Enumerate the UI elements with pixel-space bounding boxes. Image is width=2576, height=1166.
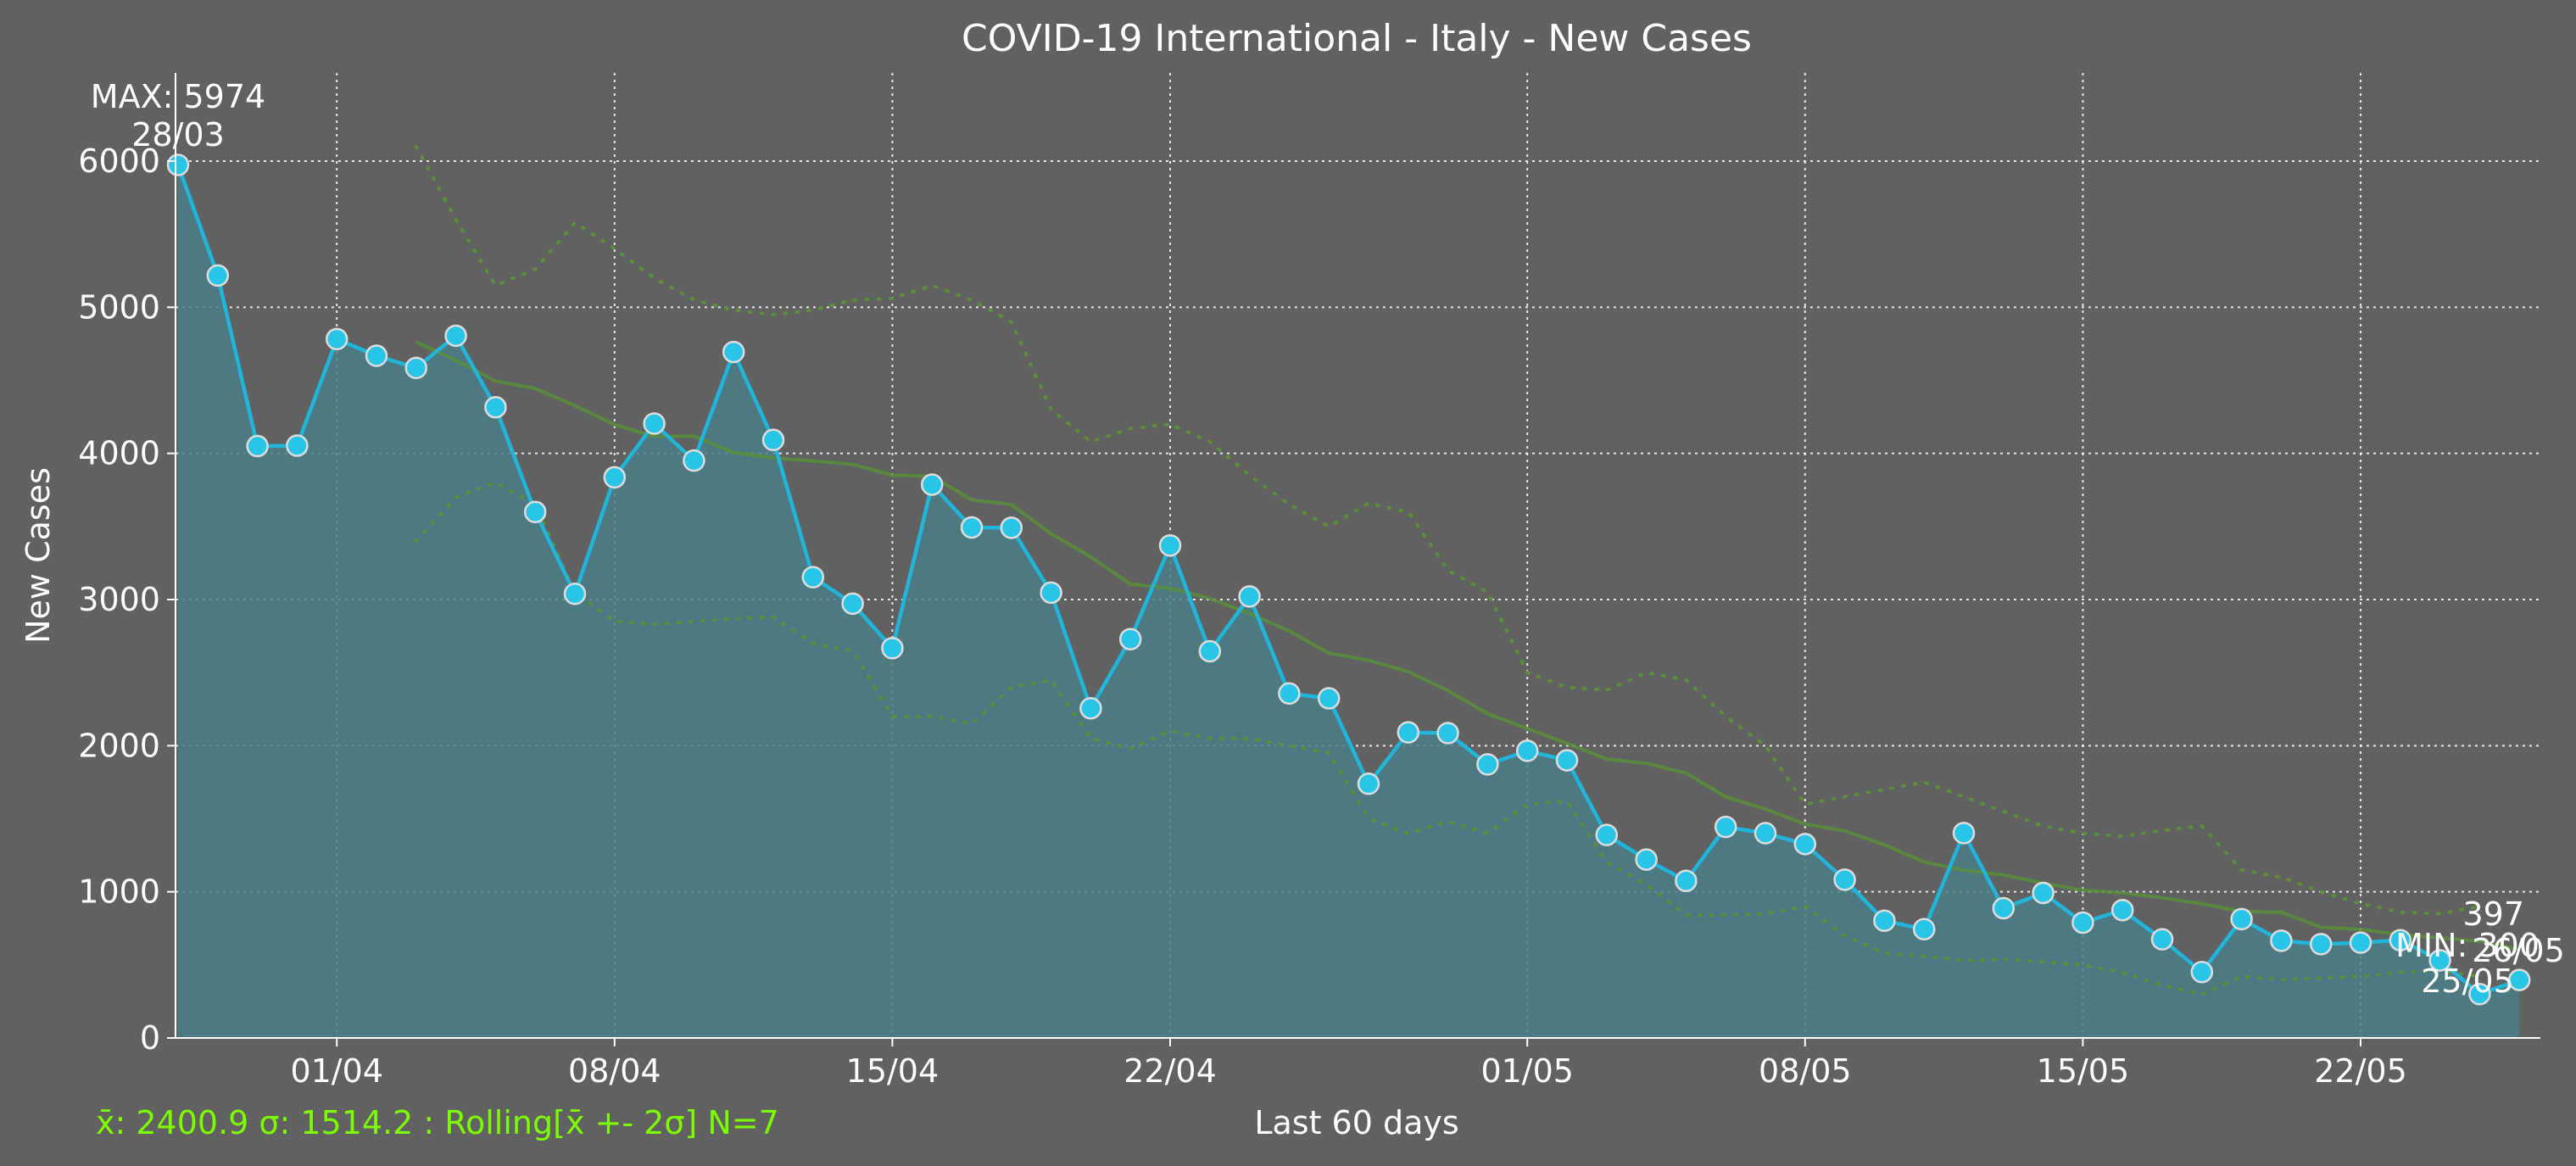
data-point <box>1992 896 2016 920</box>
y-axis-label: New Cases <box>20 467 57 644</box>
data-point <box>1317 687 1341 710</box>
data-point <box>2230 907 2253 931</box>
y-ticks: 0 1000 2000 3000 4000 5000 6000 <box>78 142 176 1057</box>
data-point <box>1079 696 1102 720</box>
data-point <box>2428 949 2451 972</box>
data-point <box>404 356 428 380</box>
x-tick-label: 08/05 <box>1759 1052 1852 1090</box>
data-point <box>1873 909 1896 933</box>
data-point <box>2309 933 2333 956</box>
data-point <box>841 592 864 616</box>
x-axis-label: Last 60 days <box>1254 1104 1458 1141</box>
x-ticks: 01/04 08/04 15/04 22/04 01/05 08/05 15/05 22/05 <box>290 1038 2407 1090</box>
data-point <box>603 466 627 489</box>
data-point <box>2349 931 2372 954</box>
data-points <box>166 153 2531 1006</box>
data-point <box>643 412 666 435</box>
data-point <box>1833 868 1856 891</box>
x-tick-label: 15/04 <box>846 1052 940 1090</box>
data-point <box>1635 848 1658 871</box>
data-point <box>1595 823 1619 846</box>
data-point <box>1476 753 1499 776</box>
data-point <box>166 153 190 176</box>
data-point <box>2389 929 2412 951</box>
data-point <box>1158 533 1182 557</box>
y-tick-label: 3000 <box>78 581 160 618</box>
data-point <box>523 500 547 524</box>
x-tick-label: 01/04 <box>290 1052 383 1090</box>
max-date-label: 28/03 <box>131 116 225 153</box>
data-point <box>1912 918 1936 941</box>
last-value-label: 397 <box>2462 895 2524 933</box>
axes <box>175 73 2540 1039</box>
max-label: MAX: 5974 <box>91 78 265 115</box>
data-point <box>1952 822 1976 845</box>
data-point <box>246 434 269 458</box>
x-tick-label: 01/05 <box>1480 1052 1574 1090</box>
data-point <box>2190 961 2214 984</box>
data-point <box>761 428 785 452</box>
data-point <box>2150 928 2174 951</box>
y-tick-label: 0 <box>140 1019 160 1057</box>
upper-band-line <box>414 144 2482 916</box>
chart-title: COVID-19 International - Italy - New Cas… <box>962 17 1752 60</box>
data-point <box>1238 585 1261 608</box>
data-point <box>683 449 705 472</box>
rolling-mean-line <box>415 340 2520 951</box>
data-point <box>2071 911 2094 934</box>
data-point <box>1714 815 1737 839</box>
data-point <box>2270 929 2293 952</box>
data-point <box>960 516 984 539</box>
data-point <box>484 395 507 419</box>
data-point <box>1278 682 1301 706</box>
data-point <box>1357 773 1380 795</box>
data-point <box>1000 516 1023 539</box>
data-point <box>1793 833 1817 856</box>
data-point <box>920 473 944 496</box>
y-tick-label: 2000 <box>78 727 160 764</box>
data-point <box>1436 722 1459 745</box>
min-label: MIN: 300 <box>2395 927 2540 964</box>
data-point <box>206 264 230 287</box>
data-point <box>2110 898 2134 922</box>
data-point <box>881 637 904 660</box>
y-tick-label: 5000 <box>78 288 160 326</box>
data-point <box>2468 983 2491 1006</box>
data-point <box>801 566 825 589</box>
data-point <box>2507 968 2531 991</box>
y-tick-label: 6000 <box>78 142 160 180</box>
x-tick-label: 22/05 <box>2314 1052 2407 1090</box>
lower-band-line <box>414 480 2482 996</box>
y-tick-label: 4000 <box>78 435 160 472</box>
y-tick-label: 1000 <box>78 873 160 911</box>
data-point <box>1515 739 1539 762</box>
data-point <box>1397 721 1420 744</box>
data-point <box>1040 581 1062 605</box>
data-point <box>1555 749 1579 772</box>
data-point <box>1675 869 1698 892</box>
data-point <box>1198 639 1222 663</box>
data-point <box>563 583 587 605</box>
last-date-label: 25/05 <box>2421 962 2514 1000</box>
min-date-label: 26/05 <box>2472 932 2565 969</box>
stats-text: x̄: 2400.9 σ: 1514.2 : Rolling[x̄ +- 2σ]… <box>96 1104 779 1141</box>
data-point <box>1118 628 1142 650</box>
data-point <box>286 434 309 457</box>
data-point <box>2032 881 2055 905</box>
daily-area-fill <box>178 165 2520 1038</box>
x-tick-label: 15/05 <box>2037 1052 2130 1090</box>
data-point <box>325 327 348 351</box>
data-point <box>444 324 467 348</box>
x-tick-label: 08/04 <box>568 1052 661 1090</box>
x-tick-label: 22/04 <box>1124 1052 1217 1090</box>
data-point <box>1754 822 1777 845</box>
data-point <box>722 340 745 364</box>
data-point <box>365 344 388 367</box>
